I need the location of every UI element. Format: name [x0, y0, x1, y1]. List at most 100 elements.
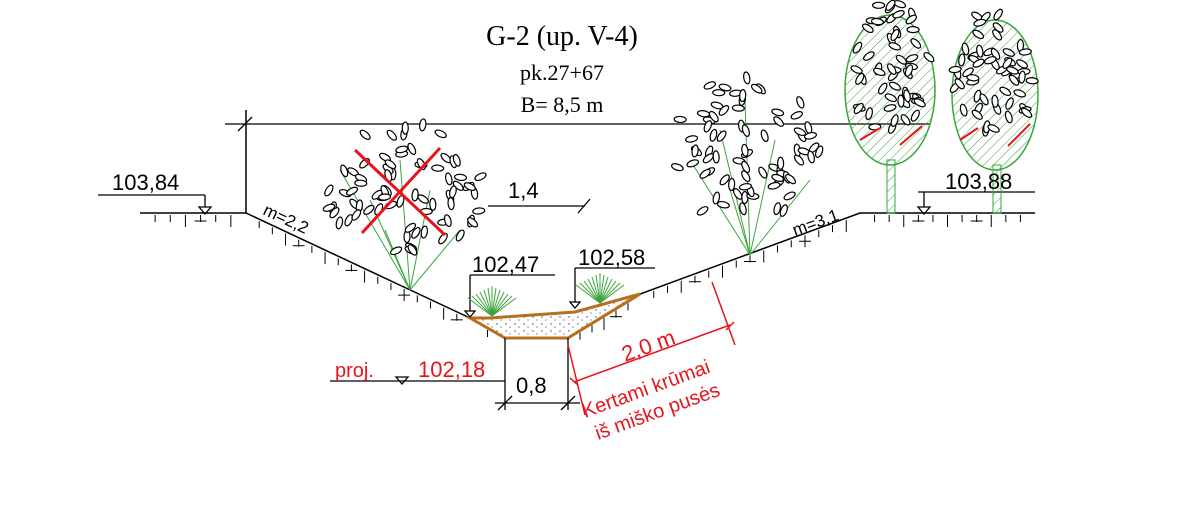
shrub-leaf	[738, 183, 752, 191]
shrub-leaf	[691, 144, 699, 158]
tree-leaf	[910, 109, 920, 122]
tree-leaf	[1020, 107, 1033, 118]
grass-blade	[467, 297, 493, 317]
shrub-leaf	[804, 131, 817, 140]
shrub-leaf	[777, 156, 785, 170]
tree-leaf	[886, 63, 897, 75]
shrub-leaf	[443, 214, 452, 228]
tree-leaf	[897, 94, 905, 108]
tree-leaf	[983, 56, 997, 65]
shrub-leaf	[401, 121, 409, 135]
tree-leaf	[885, 0, 896, 11]
shrub-leaf	[712, 150, 720, 164]
shrub-leaf	[449, 185, 457, 199]
grass-blade	[475, 293, 493, 317]
cut-cross-mark	[353, 146, 447, 237]
tree-leaf	[992, 29, 1003, 41]
shrub-leaf	[703, 120, 713, 133]
elevation-left-top: 103,84	[112, 170, 179, 195]
tree-leaf	[993, 8, 1003, 21]
tree-leaf	[976, 44, 984, 58]
shrub-leaf	[731, 104, 745, 112]
station-label: pk.27+67	[520, 60, 604, 85]
shrub-leaf	[702, 153, 714, 164]
shrub-leaf	[411, 188, 419, 202]
shrub-leaf	[452, 153, 461, 167]
tree-leaf	[1016, 59, 1029, 69]
shrub-leaf	[785, 173, 797, 185]
tree-leaf	[1025, 77, 1039, 85]
grass-blade	[595, 274, 601, 304]
shrub-leaf	[417, 194, 430, 204]
shrub-leaf	[793, 127, 807, 137]
shrub-leaf	[696, 206, 709, 216]
clearing-dimension	[567, 281, 736, 416]
grass-tufts	[467, 273, 625, 317]
section-title: G-2 (up. V-4)	[486, 21, 638, 52]
shrub-leaf	[758, 166, 768, 179]
shrub-leaf	[696, 110, 711, 118]
tree-leaf	[958, 53, 966, 67]
tree-foliage	[850, 0, 1039, 137]
shrub-leaf	[359, 129, 371, 140]
ground-hatching	[154, 215, 1021, 340]
shrub-leaf	[429, 197, 437, 211]
grass-blade	[479, 291, 493, 317]
tree-leaf	[890, 28, 900, 42]
tree-leaf	[892, 9, 905, 19]
tree-leaf	[971, 109, 983, 120]
grass-blade	[491, 297, 517, 317]
tree-leaf	[972, 29, 985, 40]
grass-blade	[487, 287, 493, 317]
grass-blade	[491, 293, 509, 317]
shrub-leaf	[447, 197, 455, 211]
tree-leaf	[855, 72, 865, 85]
elevation-bottom-left: 102,47	[472, 252, 539, 277]
shrub-stem	[384, 229, 411, 291]
grass-blade	[599, 278, 613, 304]
shrub-leaf	[712, 191, 721, 205]
grass-blade	[491, 289, 501, 317]
shrub-leaf	[767, 181, 781, 190]
tree-branch-marks	[859, 123, 1031, 147]
grass-blade	[575, 284, 601, 304]
design-bottom-box	[330, 338, 580, 411]
tree-leaf	[1005, 97, 1014, 110]
tree-leaf	[973, 18, 987, 27]
grass-blade	[599, 282, 621, 304]
shrub-leaf	[739, 88, 747, 103]
design-elevation-label: 102,18	[418, 357, 485, 382]
shrub-leaf	[783, 191, 796, 201]
grass-blade	[599, 274, 605, 304]
slope-right-label: m=3,1	[790, 206, 841, 240]
shrub-leaf	[719, 174, 730, 186]
tree-leaf	[999, 86, 1012, 97]
shrub-leaf	[363, 204, 375, 215]
tree-leaf	[923, 52, 935, 63]
tree-leaf	[871, 1, 886, 9]
shrub-leaf	[395, 145, 409, 154]
grass-blade	[591, 276, 601, 304]
shrub-leaf	[686, 159, 700, 168]
tree-leaf	[888, 42, 902, 51]
shrub-leaf	[324, 184, 334, 197]
shrub-leaf	[404, 222, 417, 233]
tree-leaf	[954, 78, 965, 90]
shrub-leaf	[741, 190, 749, 205]
tree-leaf	[972, 58, 985, 68]
shrub-leaf	[718, 83, 732, 92]
shrub-leaf	[420, 225, 429, 239]
shrub-leaf	[741, 124, 750, 138]
shrub-leaf	[741, 160, 751, 174]
tree-leaf	[890, 114, 899, 127]
shrub-stem	[399, 159, 411, 291]
top-width-label: B= 8,5 m	[521, 92, 604, 117]
grass-blade	[599, 280, 617, 304]
tree-leaf	[1004, 110, 1013, 124]
tree-leaf	[948, 65, 962, 74]
shrub-leaf	[453, 173, 468, 182]
shrub-leaf	[386, 129, 398, 141]
shrub-leaf	[344, 214, 354, 227]
tree-leaf	[1018, 70, 1026, 84]
